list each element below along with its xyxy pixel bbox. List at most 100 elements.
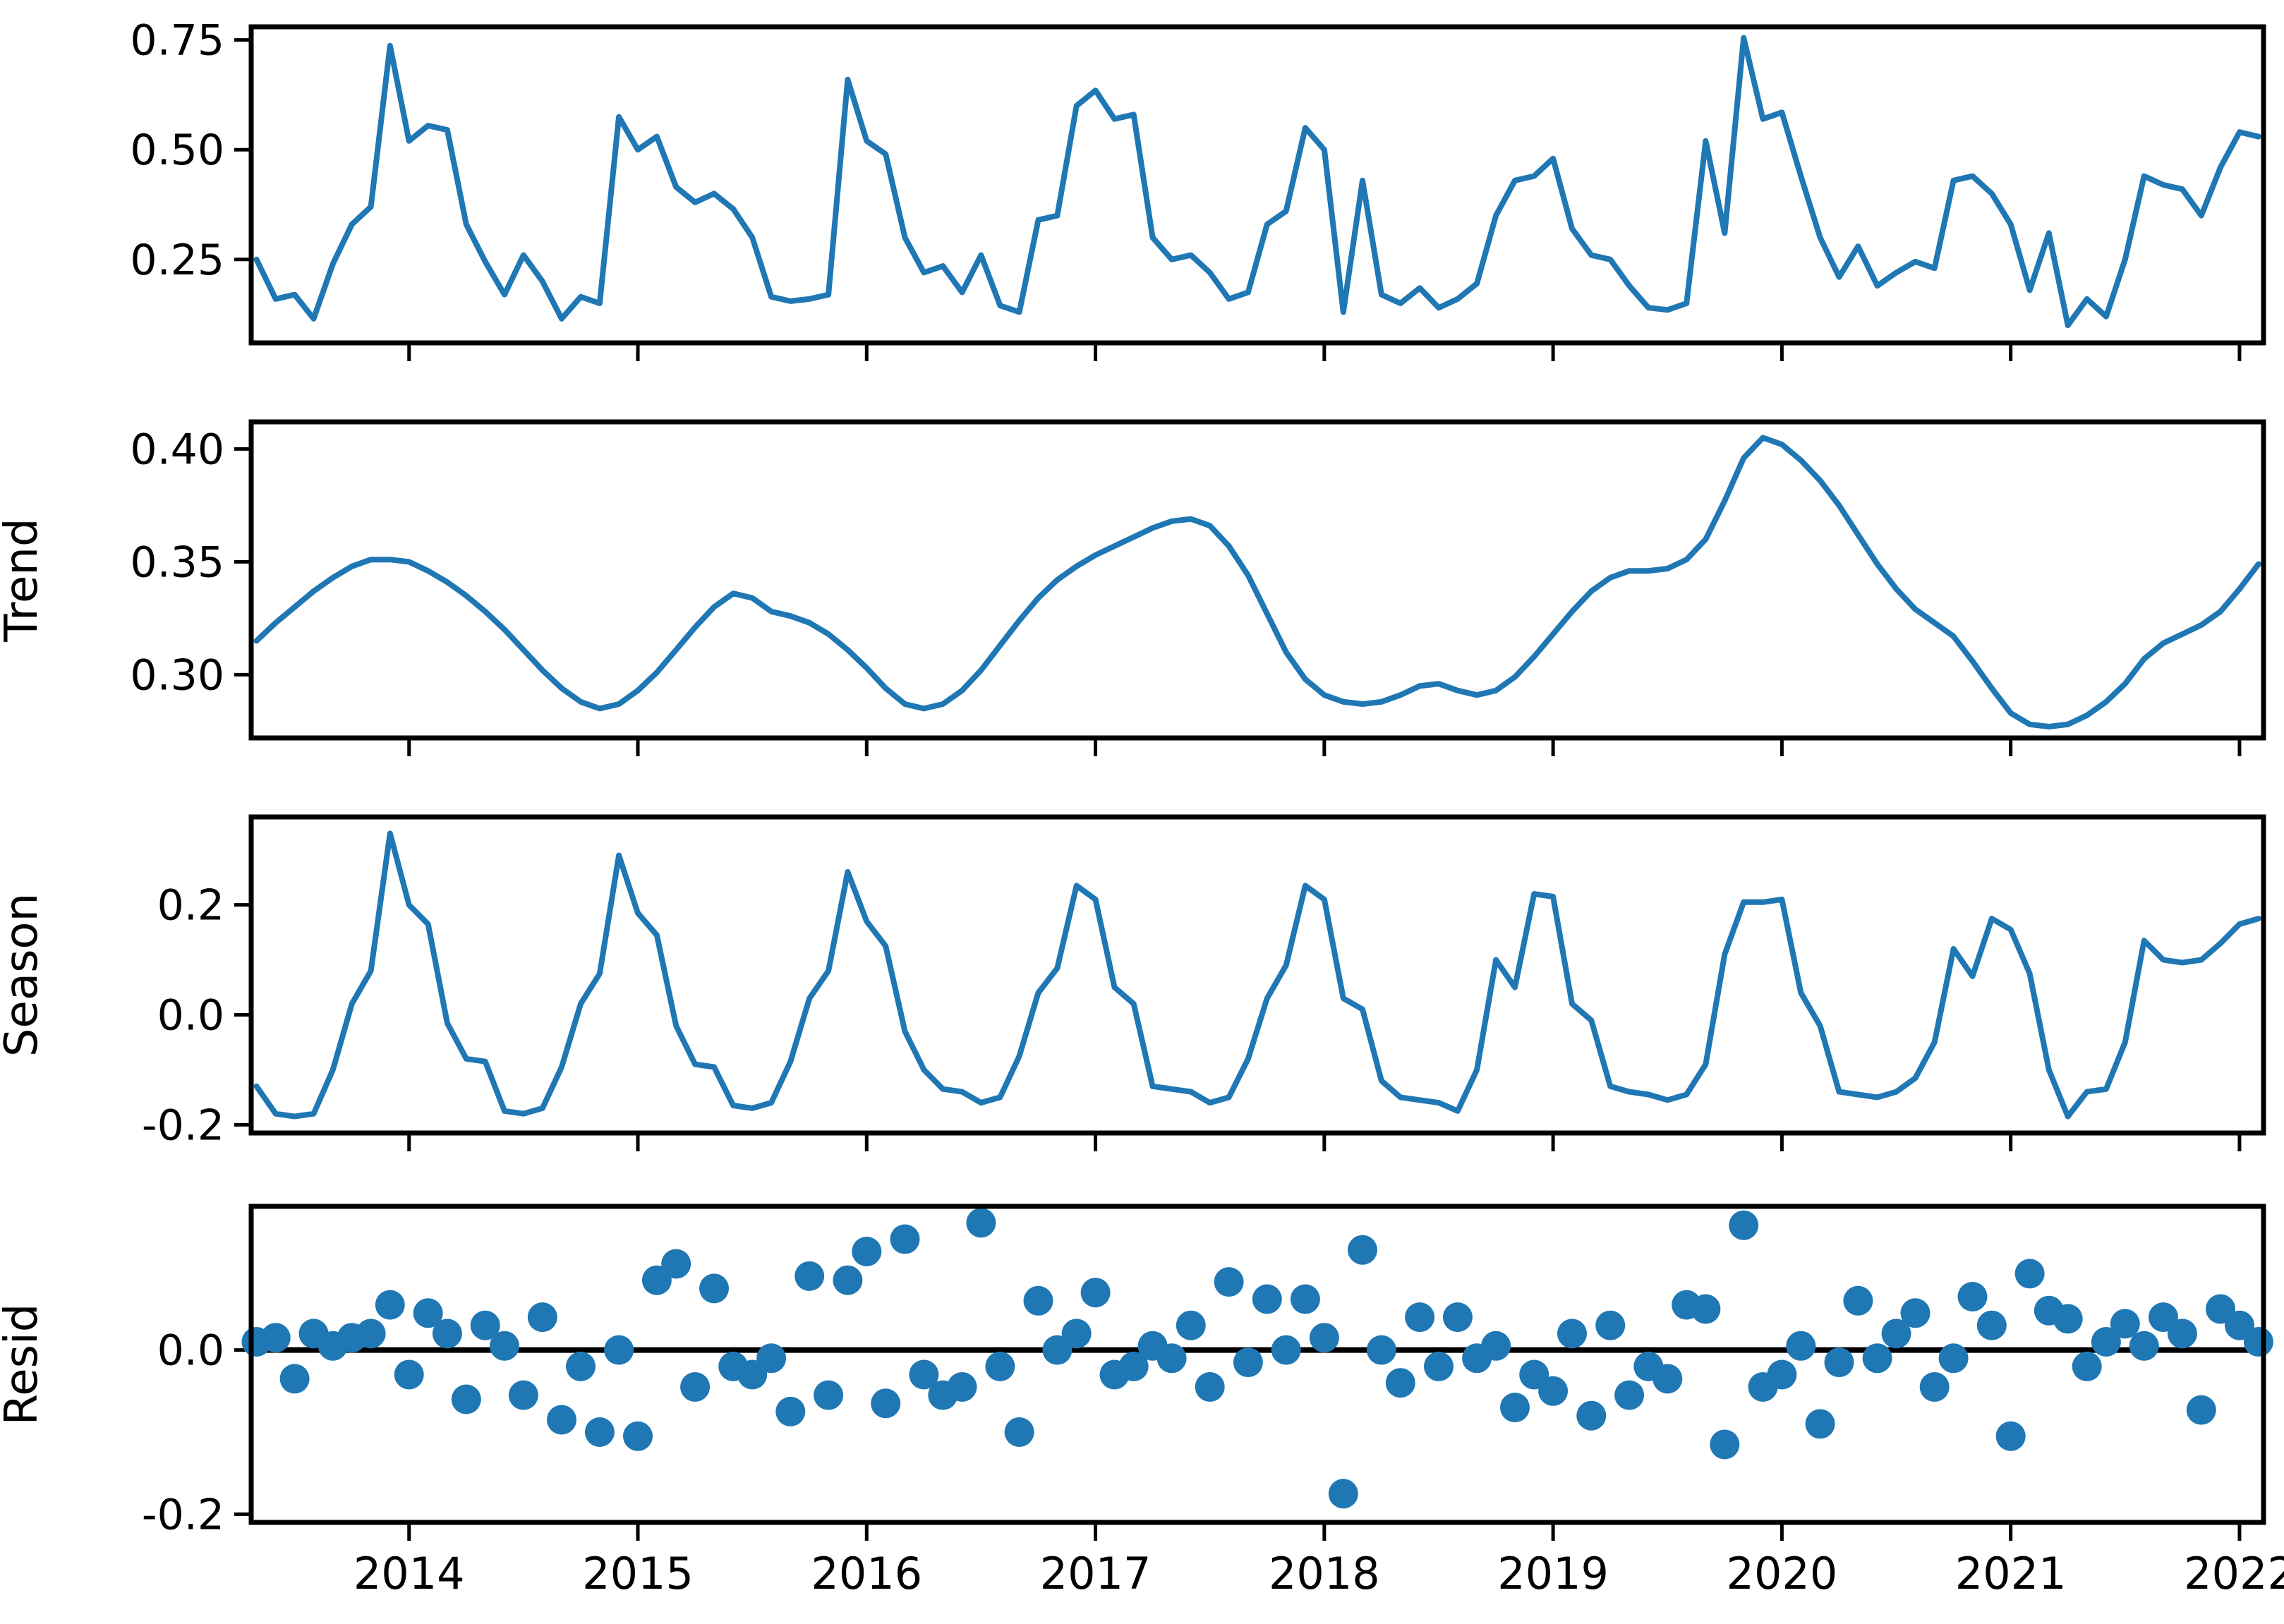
resid-point	[641, 1265, 672, 1295]
resid-point	[2129, 1331, 2159, 1361]
resid-point	[527, 1302, 557, 1333]
resid-point	[1176, 1310, 1206, 1340]
resid-point	[547, 1405, 576, 1435]
resid-point	[1938, 1343, 1969, 1374]
resid-point	[604, 1335, 634, 1365]
resid-point	[1348, 1235, 1377, 1265]
resid-point	[1481, 1331, 1511, 1361]
resid-point	[1328, 1479, 1358, 1509]
panel-frame	[248, 1204, 2266, 1525]
resid-point	[2167, 1319, 2197, 1349]
resid-point	[1576, 1400, 1607, 1431]
resid-point	[1156, 1343, 1187, 1374]
y-tick-label: 0.30	[130, 650, 224, 700]
y-tick-label: 0.35	[130, 538, 224, 587]
resid-point	[2053, 1304, 2083, 1334]
resid-point	[852, 1237, 882, 1266]
resid-point	[1595, 1310, 1626, 1340]
resid-point	[756, 1343, 787, 1374]
x-tick-label: 2021	[1955, 1548, 2067, 1599]
y-axis-label-resid: Resid	[0, 1304, 48, 1426]
resid-point	[699, 1273, 729, 1304]
axis-labels: Trend Season Resid	[0, 518, 48, 1425]
x-tick-label: 2016	[811, 1548, 922, 1599]
resid-point	[1614, 1380, 1645, 1410]
resid-point	[966, 1208, 996, 1238]
resid-point	[1061, 1319, 1092, 1349]
resid-point	[1957, 1282, 1988, 1311]
x-tick-label: 2022	[2184, 1548, 2284, 1599]
resid-point	[1786, 1331, 1816, 1361]
resid-point	[947, 1372, 977, 1402]
resid-point	[833, 1265, 863, 1295]
resid-point	[794, 1261, 825, 1291]
resid-point	[490, 1331, 519, 1361]
panel-frame	[248, 419, 2266, 741]
resid-point	[375, 1290, 405, 1320]
resid-point	[356, 1319, 386, 1349]
y-tick-label: 0.50	[130, 126, 224, 175]
resid-point	[661, 1249, 691, 1279]
resid-point	[1729, 1210, 1759, 1240]
resid-point	[1995, 1421, 2026, 1451]
resid-point	[1710, 1429, 1740, 1460]
x-tick-label: 2015	[582, 1548, 694, 1599]
resid-point	[1385, 1368, 1415, 1398]
panel-resid: -0.2 0.0	[142, 1204, 2273, 1541]
y-axis-label-trend: Trend	[0, 518, 48, 642]
resid-point	[1233, 1347, 1263, 1378]
resid-point	[623, 1421, 653, 1451]
resid-point	[1214, 1267, 1244, 1297]
resid-point	[1843, 1285, 1873, 1316]
resid-point	[1252, 1284, 1282, 1314]
resid-point	[2243, 1327, 2273, 1357]
y-tick-label: 0.0	[157, 990, 224, 1040]
x-tick-label: 2017	[1040, 1548, 1152, 1599]
resid-point	[1195, 1372, 1225, 1402]
resid-point	[1919, 1372, 1950, 1402]
resid-point	[871, 1388, 901, 1419]
resid-point	[1080, 1278, 1111, 1308]
resid-point	[413, 1298, 443, 1328]
resid-point	[1500, 1393, 1530, 1423]
panel-frame	[248, 814, 2266, 1136]
y-tick-label: -0.2	[142, 1490, 224, 1539]
y-axis-label-season: Season	[0, 893, 48, 1057]
resid-point	[909, 1359, 939, 1390]
y-tick-label: 0.25	[130, 236, 224, 285]
y-tick-label: -0.2	[142, 1101, 224, 1150]
y-tick-label: 0.0	[157, 1326, 224, 1376]
resid-point	[1862, 1343, 1892, 1374]
resid-point	[2072, 1351, 2102, 1381]
y-tick-label: 0.75	[130, 16, 224, 66]
resid-point	[1538, 1376, 1569, 1406]
resid-point	[1976, 1310, 2007, 1340]
panel-frame	[248, 24, 2266, 346]
resid-point	[432, 1319, 462, 1349]
y-tick-label: 0.40	[130, 425, 224, 474]
x-tick-label: 2018	[1269, 1548, 1380, 1599]
resid-point	[1271, 1335, 1301, 1365]
resid-point	[1805, 1409, 1835, 1439]
resid-point	[985, 1351, 1015, 1381]
resid-point	[451, 1384, 481, 1414]
resid-point	[1691, 1294, 1721, 1324]
resid-point	[1652, 1364, 1683, 1394]
panel-season: -0.2 0.0 0.2	[142, 814, 2266, 1151]
resid-point	[1366, 1335, 1396, 1365]
resid-point	[1405, 1302, 1435, 1333]
trend-line	[253, 435, 2261, 729]
resid-point	[470, 1310, 500, 1340]
resid-point	[1023, 1285, 1053, 1316]
resid-point	[1767, 1359, 1797, 1390]
resid-point	[279, 1364, 310, 1394]
resid-point	[1900, 1298, 1930, 1328]
resid-point	[775, 1396, 806, 1426]
resid-point	[2091, 1327, 2121, 1357]
resid-point	[1442, 1302, 1473, 1333]
resid-point	[2186, 1395, 2216, 1425]
resid-point	[1042, 1335, 1072, 1365]
panel-observed: 0.25 0.50 0.75	[130, 16, 2266, 361]
resid-point	[1824, 1347, 1854, 1378]
